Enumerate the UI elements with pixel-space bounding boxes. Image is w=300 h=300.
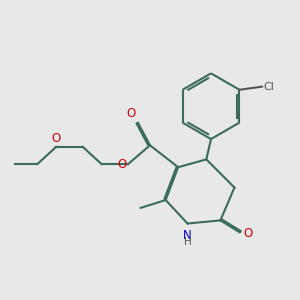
- Text: O: O: [243, 227, 252, 240]
- Text: O: O: [117, 158, 127, 171]
- Text: H: H: [184, 237, 191, 247]
- Text: O: O: [52, 132, 61, 145]
- Text: Cl: Cl: [264, 82, 275, 92]
- Text: O: O: [127, 107, 136, 120]
- Text: N: N: [183, 229, 192, 242]
